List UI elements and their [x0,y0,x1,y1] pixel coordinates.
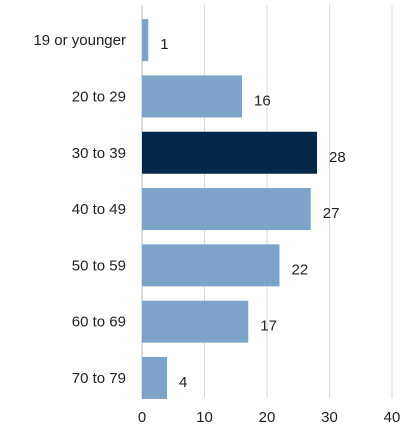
data-label: 4 [179,374,187,391]
bar-20-to-29 [142,75,242,118]
category-label: 70 to 79 [72,370,126,387]
category-label: 20 to 29 [72,88,126,105]
x-tick-label: 30 [321,409,338,426]
x-tick-label: 10 [196,409,213,426]
category-label: 19 or younger [33,32,126,49]
category-label: 30 to 39 [72,145,126,162]
bar-50-to-59 [142,244,280,287]
bar-19-or-younger [142,19,149,62]
bars [142,19,317,399]
bar-70-to-79 [142,356,167,399]
bar-30-to-39 [142,131,317,174]
data-label: 28 [329,149,346,166]
x-axis-ticks: 0 10 20 30 40 [138,409,401,426]
category-label: 40 to 49 [72,201,126,218]
data-label: 22 [292,261,309,278]
bar-60-to-69 [142,300,249,343]
x-tick-label: 20 [259,409,276,426]
data-label: 17 [260,318,277,335]
x-tick-label: 40 [384,409,401,426]
data-labels: 1 16 28 27 22 17 4 [160,36,345,391]
bar-40-to-49 [142,188,311,231]
category-label: 60 to 69 [72,314,126,331]
category-label: 50 to 59 [72,257,126,274]
data-label: 16 [254,92,271,109]
data-label: 27 [323,205,340,222]
x-tick-label: 0 [138,409,146,426]
data-label: 1 [160,36,168,53]
category-labels: 19 or younger 20 to 29 30 to 39 40 to 49 50 … [33,32,126,387]
